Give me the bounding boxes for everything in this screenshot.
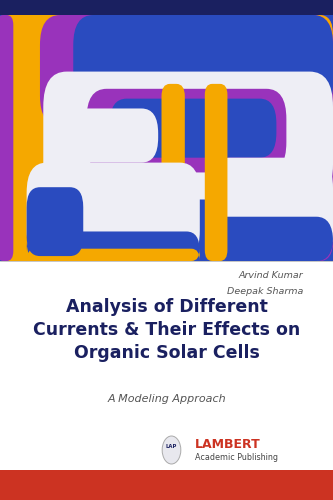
Text: Deepak Sharma: Deepak Sharma — [227, 287, 303, 296]
Bar — [0, 261, 333, 470]
FancyBboxPatch shape — [0, 15, 333, 114]
FancyBboxPatch shape — [162, 84, 185, 261]
FancyBboxPatch shape — [210, 158, 333, 261]
Text: LAMBERT: LAMBERT — [195, 438, 260, 450]
FancyBboxPatch shape — [0, 15, 55, 261]
FancyBboxPatch shape — [27, 187, 83, 256]
Text: A Modeling Approach: A Modeling Approach — [107, 394, 226, 404]
FancyBboxPatch shape — [0, 15, 333, 261]
FancyBboxPatch shape — [210, 216, 333, 261]
FancyBboxPatch shape — [110, 98, 276, 158]
FancyBboxPatch shape — [0, 175, 333, 261]
FancyBboxPatch shape — [205, 84, 227, 261]
Text: Academic Publishing: Academic Publishing — [195, 452, 278, 462]
Bar — [0, 0, 333, 15]
Bar — [0, 470, 333, 500]
FancyBboxPatch shape — [0, 15, 13, 261]
Circle shape — [162, 436, 181, 464]
FancyBboxPatch shape — [27, 248, 200, 261]
Text: Arvind Kumar: Arvind Kumar — [238, 271, 303, 280]
FancyBboxPatch shape — [73, 15, 333, 114]
Bar — [0, 15, 333, 261]
FancyBboxPatch shape — [27, 232, 200, 261]
FancyBboxPatch shape — [40, 15, 333, 126]
Text: LAP: LAP — [166, 444, 177, 450]
FancyBboxPatch shape — [43, 72, 333, 200]
FancyBboxPatch shape — [27, 162, 200, 261]
Text: Analysis of Different
Currents & Their Effects on
Organic Solar Cells: Analysis of Different Currents & Their E… — [33, 298, 300, 362]
FancyBboxPatch shape — [87, 89, 286, 172]
FancyBboxPatch shape — [90, 15, 333, 158]
FancyBboxPatch shape — [58, 108, 158, 162]
